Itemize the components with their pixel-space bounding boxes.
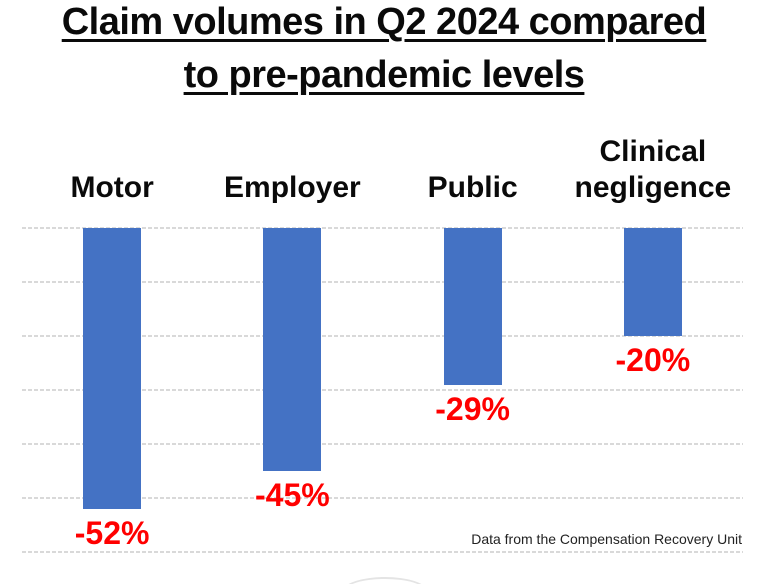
category-label-motor: Motor (70, 171, 154, 204)
column-clinical-negligence: Clinical negligence -20% (553, 135, 753, 552)
column-public: Public -29% (373, 171, 573, 552)
value-label-public: -29% (435, 390, 510, 427)
bar-public (443, 228, 502, 385)
column-employer: Employer -45% (192, 171, 392, 552)
value-label-employer: -45% (255, 477, 330, 513)
plot-area: Motor -52% Employer -45% Public -29% Clinical … (22, 135, 743, 553)
gridline (22, 281, 743, 283)
value-label-clinical-negligence: -20% (615, 342, 691, 378)
bar-employer (263, 228, 322, 471)
gridline (22, 389, 743, 391)
gridline (22, 335, 743, 337)
chart-title-line2: to pre-pandemic levels (183, 54, 585, 96)
gridline (22, 497, 743, 499)
category-label-clinical-negligence: Clinical negligence (574, 135, 732, 204)
chart-title-line1: Claim volumes in Q2 2024 compared (61, 1, 707, 43)
gridline (22, 443, 743, 445)
column-motor: Motor -52% (12, 171, 212, 552)
gridline (22, 551, 743, 553)
category-label-public: Public (427, 171, 518, 204)
bar-motor (83, 228, 142, 509)
chart-title: Claim volumes in Q2 2024 compared to pre… (0, 0, 768, 102)
value-label-motor: -52% (74, 514, 150, 551)
source-note: Data from the Compensation Recovery Unit (471, 531, 742, 547)
category-label-employer: Employer (224, 171, 361, 204)
partial-oval-decoration (343, 577, 427, 584)
gridline (22, 227, 743, 229)
bar-clinical-negligence (623, 228, 682, 336)
